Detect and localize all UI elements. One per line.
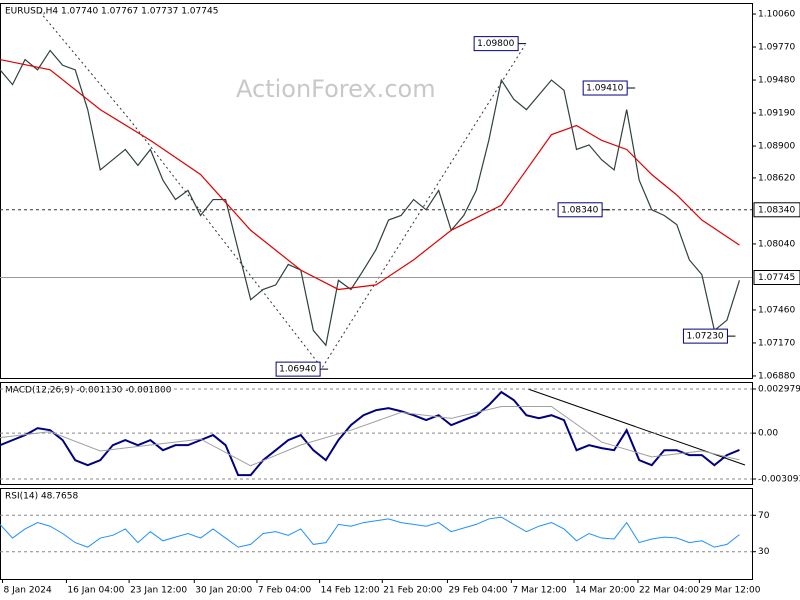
x-tick-label: 14 Mar 20:00 <box>575 586 635 596</box>
panel-title: EURUSD,H4 1.07740 1.07767 1.07737 1.0774… <box>5 7 218 17</box>
y-tick-label: 1.06880 <box>758 371 795 381</box>
y-tick-label: 1.09480 <box>758 76 795 86</box>
x-tick-label: 14 Feb 12:00 <box>321 586 380 596</box>
panel-title: RSI(14) 48.7658 <box>5 492 78 502</box>
x-tick-label: 16 Jan 04:00 <box>67 586 124 596</box>
x-tick-label: 21 Feb 20:00 <box>383 586 442 596</box>
annotation-label: 1.07230 <box>686 332 723 342</box>
annotation-box <box>682 328 728 344</box>
y-tick-label: 1.10060 <box>758 10 795 20</box>
y-tick-label: 1.07460 <box>758 305 795 315</box>
annotation-box <box>473 36 519 52</box>
y-tick-label: 0.00 <box>758 429 778 439</box>
series-line <box>0 516 740 548</box>
series-line <box>0 49 741 347</box>
y-tick-label: 1.08620 <box>758 173 795 183</box>
annotation-label: 1.09410 <box>586 84 623 94</box>
annotation-box <box>582 80 628 96</box>
annotation-label: 1.08340 <box>561 205 598 215</box>
x-tick-label: 29 Feb 04:00 <box>448 586 507 596</box>
x-tick-label: 22 Mar 04:00 <box>639 586 699 596</box>
panel-frame <box>0 3 753 379</box>
y-tick-label: 1.07170 <box>758 338 795 348</box>
annotation-label: 1.09800 <box>477 39 514 49</box>
x-tick-label: 7 Feb 04:00 <box>258 586 312 596</box>
panel-frame <box>0 488 753 580</box>
zigzag <box>39 11 526 369</box>
y-tick-label: 1.09770 <box>758 43 795 53</box>
annotation-box <box>275 361 321 377</box>
series-line <box>0 58 740 291</box>
annotation-label: 1.06940 <box>279 365 316 375</box>
y-tick-label: 30 <box>758 547 770 557</box>
level-label: 1.07745 <box>758 273 795 283</box>
x-tick-label: 8 Jan 2024 <box>4 586 52 596</box>
y-tick-label: 1.08040 <box>758 239 795 249</box>
x-tick-label: 23 Jan 12:00 <box>130 586 187 596</box>
y-tick-label: 0.002979 <box>758 384 800 394</box>
x-tick-label: 29 Mar 12:00 <box>700 586 760 596</box>
y-tick-label: 70 <box>758 511 770 521</box>
panel-title: MACD(12,26,9) -0.001130 -0.001800 <box>5 386 172 396</box>
series-line <box>0 405 740 467</box>
level-label-box <box>753 202 800 218</box>
y-tick-label: -0.003093 <box>758 475 800 485</box>
level-label: 1.08340 <box>758 205 795 215</box>
annotation-box <box>557 202 603 218</box>
y-tick-label: 1.08900 <box>758 142 795 152</box>
x-tick-label: 30 Jan 20:00 <box>195 586 252 596</box>
x-tick-label: 7 Mar 12:00 <box>512 586 567 596</box>
y-tick-label: 1.09190 <box>758 109 795 119</box>
level-label-box <box>753 270 800 286</box>
watermark: ActionForex.com <box>236 75 436 103</box>
